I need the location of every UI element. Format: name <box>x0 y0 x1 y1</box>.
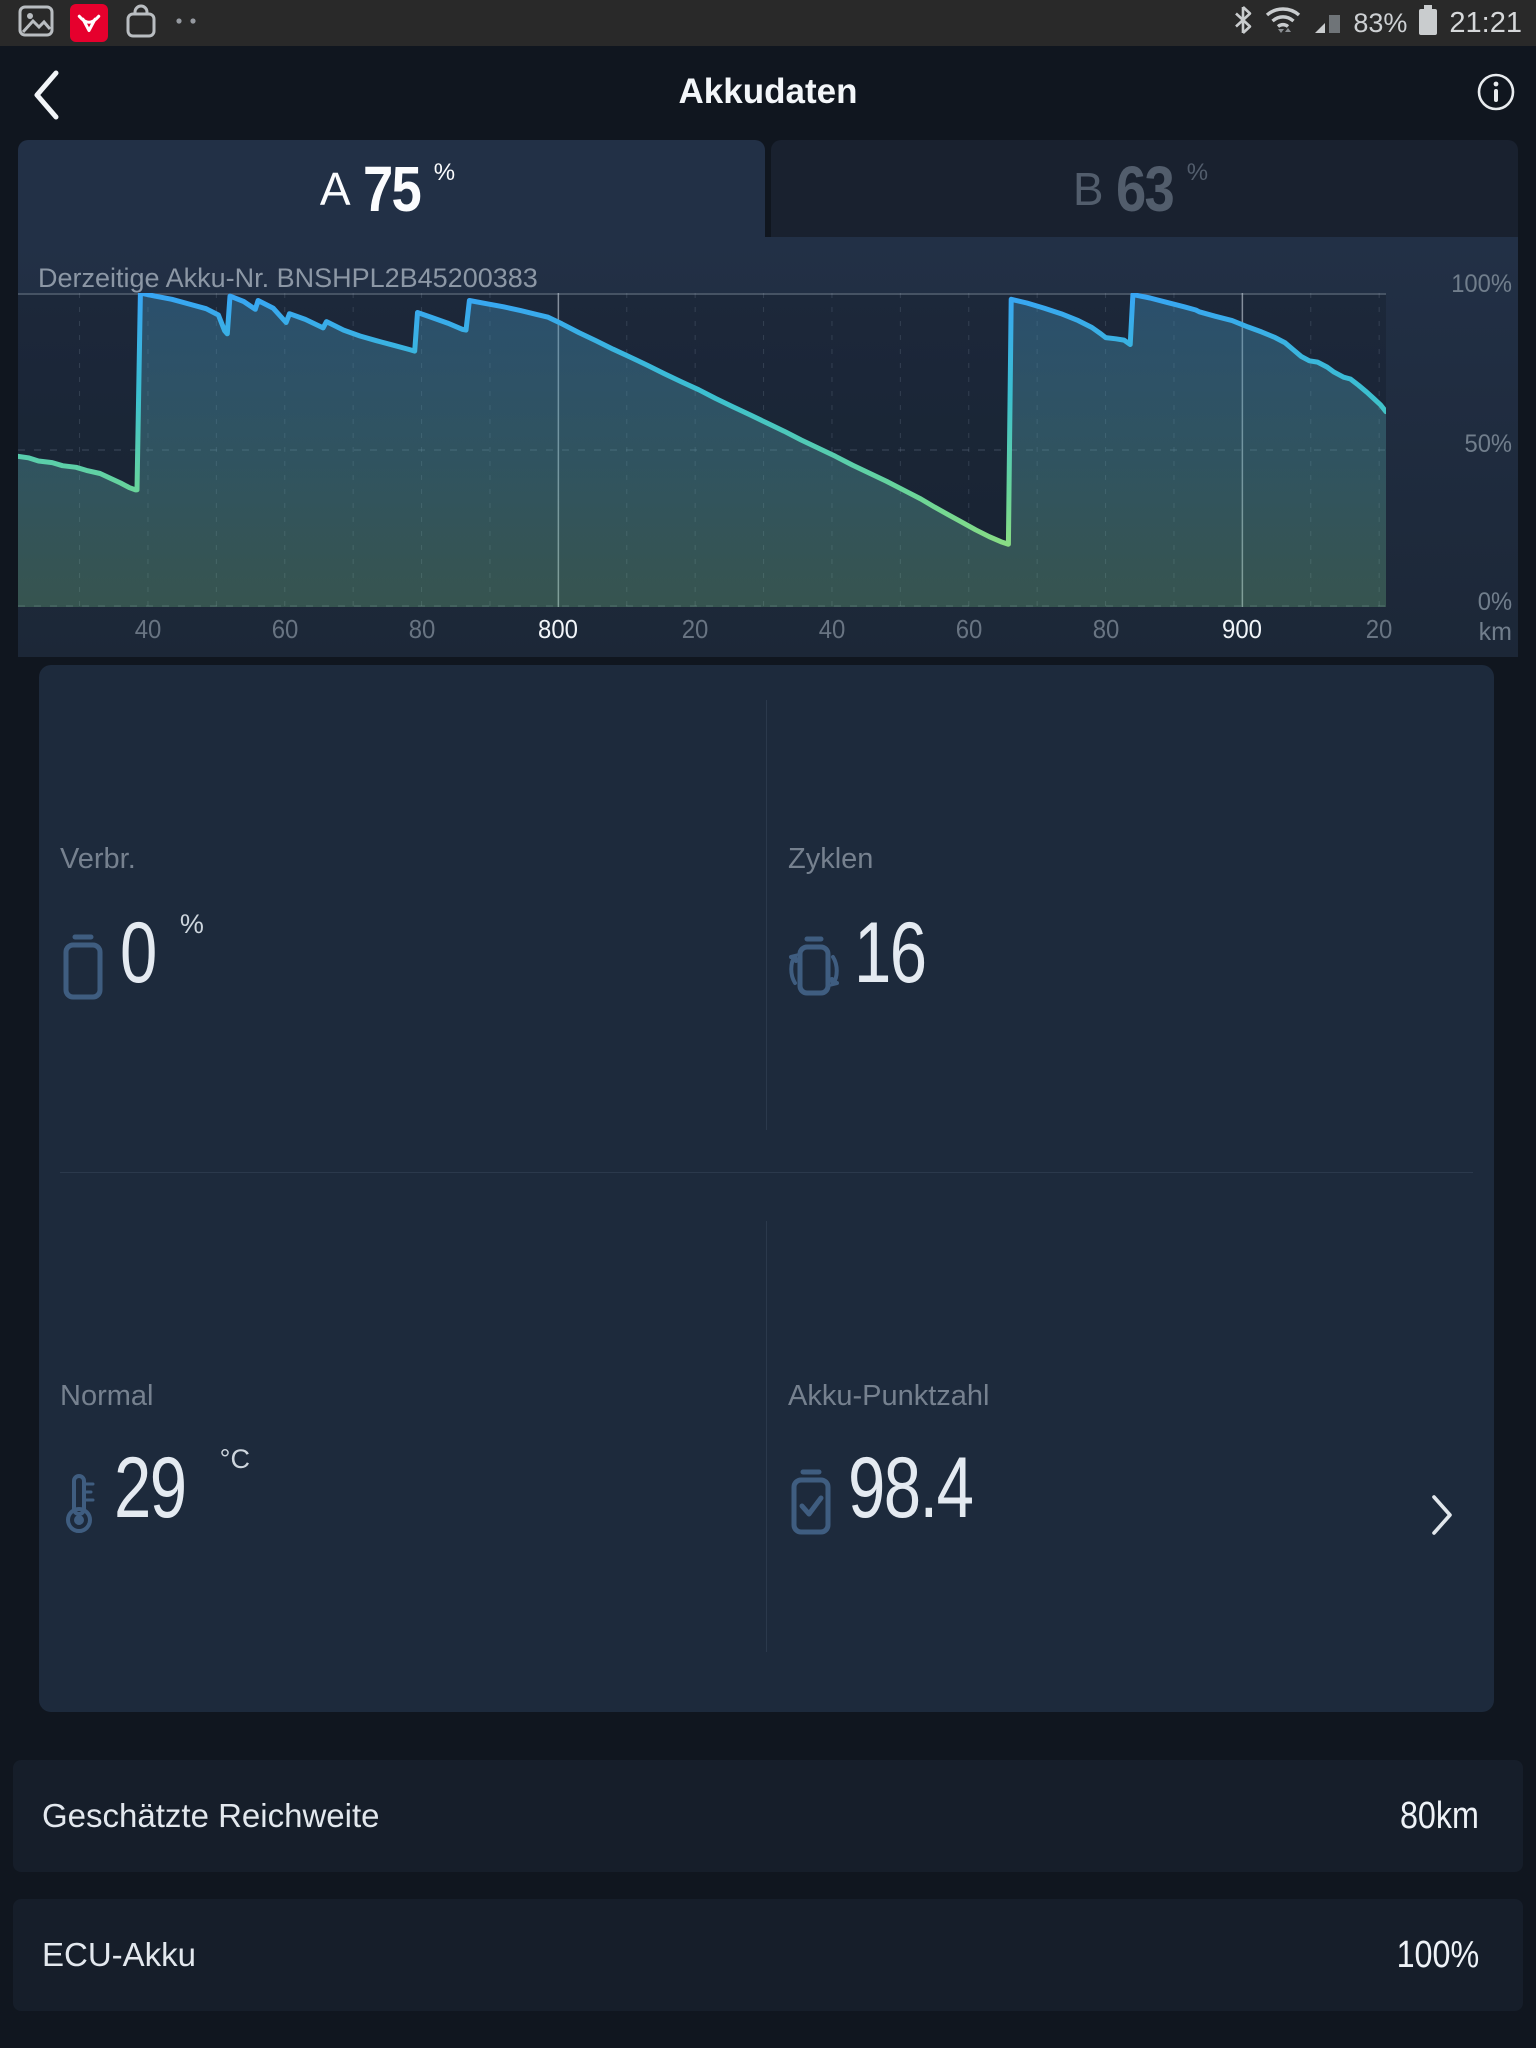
chevron-right-icon[interactable] <box>1430 1493 1454 1542</box>
ecu-battery-label: ECU-Akku <box>42 1936 197 1973</box>
statusbar-battery-percent: 83% <box>1353 7 1408 38</box>
stat-consumption-label: Verbr. <box>60 843 136 875</box>
battery-cycle-icon <box>788 931 840 1001</box>
x-tick-label: 60 <box>271 614 299 644</box>
ecu-battery-value: 100% <box>1396 1933 1479 1976</box>
divider <box>766 1221 767 1652</box>
ecu-battery-row: ECU-Akku 100% <box>13 1899 1523 2011</box>
stat-cycles-value: 16 <box>854 905 927 1001</box>
bluetooth-icon <box>1233 5 1253 42</box>
stat-battery-score-label: Akku-Punktzahl <box>788 1380 990 1412</box>
tab-a-label: A <box>319 162 351 215</box>
stat-consumption: Verbr. 0 % <box>60 843 760 1323</box>
tab-a-percent: 75 <box>362 152 422 225</box>
stat-cycles-label: Zyklen <box>788 843 874 875</box>
stat-consumption-value: 0 <box>120 905 157 1001</box>
stat-battery-score[interactable]: Akku-Punktzahl 98.4 <box>788 1380 1488 1860</box>
battery-stats-panel: Verbr. 0 % Zyklen 16 Normal <box>39 665 1494 1712</box>
gallery-icon <box>18 4 54 43</box>
tab-b-label: B <box>1072 162 1104 215</box>
y-tick-100: 100% <box>1451 270 1512 298</box>
stat-cycles: Zyklen 16 <box>788 843 1488 1323</box>
status-bar: 83% 21:21 <box>0 0 1536 46</box>
x-tick-label: 40 <box>134 614 162 644</box>
divider <box>766 700 767 1130</box>
battery-chart-panel: Derzeitige Akku-Nr. BNSHPL2B45200383 <box>18 237 1518 657</box>
page-title: Akkudaten <box>678 72 858 111</box>
x-axis-labels: 40 60 80 800 20 40 60 80 900 20 <box>18 614 1393 648</box>
stat-temperature-label: Normal <box>60 1380 154 1412</box>
estimated-range-row: Geschätzte Reichweite 80km <box>13 1760 1523 1872</box>
tab-b-percent: 63 <box>1115 152 1175 225</box>
stat-temperature: Normal 29 °C <box>60 1380 760 1860</box>
x-tick-label: 40 <box>818 614 846 644</box>
x-tick-label: 60 <box>955 614 983 644</box>
battery-check-icon <box>788 1466 834 1536</box>
battery-serial-number: Derzeitige Akku-Nr. BNSHPL2B45200383 <box>38 263 538 293</box>
back-button[interactable] <box>20 64 72 126</box>
niu-app-icon <box>70 4 108 42</box>
divider <box>60 1172 1473 1173</box>
x-tick-label: 20 <box>1365 614 1393 644</box>
x-tick-label: 900 <box>1222 614 1262 644</box>
estimated-range-label: Geschätzte Reichweite <box>42 1797 380 1834</box>
x-tick-label: 800 <box>538 614 578 644</box>
chart-canvas <box>18 293 1386 607</box>
header-bar: Akkudaten <box>0 46 1536 138</box>
stat-temperature-value: 29 <box>114 1440 187 1536</box>
tab-battery-a[interactable]: A 75 % <box>18 140 765 237</box>
tab-b-unit: % <box>1186 158 1209 186</box>
x-tick-label: 80 <box>1092 614 1120 644</box>
signal-icon <box>1313 5 1343 42</box>
battery-icon <box>1417 4 1439 43</box>
x-axis-unit: km <box>1478 618 1512 646</box>
bag-icon <box>124 3 158 44</box>
y-tick-50: 50% <box>1464 430 1512 458</box>
statusbar-clock: 21:21 <box>1449 6 1522 39</box>
chart-line <box>18 293 1386 547</box>
thermometer-icon <box>60 1470 100 1536</box>
chart-area <box>18 293 1386 607</box>
x-tick-label: 20 <box>681 614 709 644</box>
tab-a-unit: % <box>433 158 456 186</box>
estimated-range-value: 80km <box>1400 1794 1479 1837</box>
y-tick-0: 0% <box>1477 588 1512 616</box>
battery-level-chart <box>18 293 1386 607</box>
tab-battery-b[interactable]: B 63 % <box>771 140 1518 237</box>
stat-battery-score-value: 98.4 <box>848 1440 974 1536</box>
battery-outline-icon <box>60 931 106 1001</box>
stat-consumption-unit: % <box>179 909 204 939</box>
stat-temperature-unit: °C <box>219 1444 250 1474</box>
wifi-icon <box>1263 4 1303 43</box>
more-dots-icon <box>174 14 200 32</box>
battery-tabs: A 75 % B 63 % <box>18 140 1518 237</box>
x-tick-label: 80 <box>408 614 436 644</box>
info-button[interactable] <box>1472 68 1520 116</box>
